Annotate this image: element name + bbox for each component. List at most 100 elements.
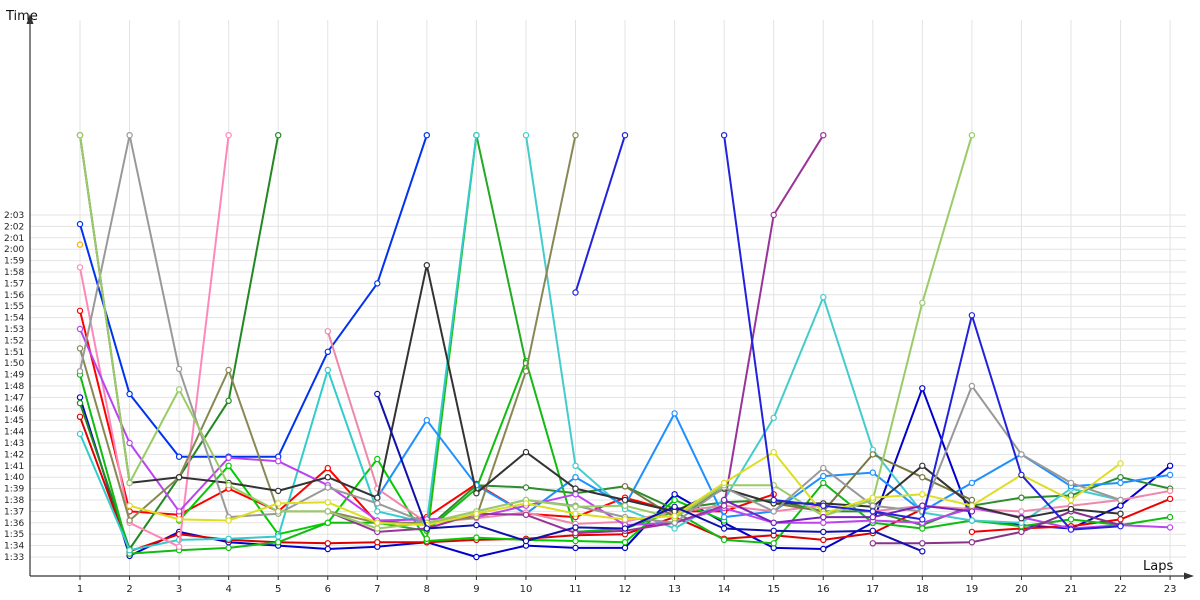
data-point [76,394,84,401]
data-point [324,508,331,515]
data-point [820,519,827,527]
data-point [869,527,877,535]
series-line [574,134,626,293]
data-point [572,131,579,139]
y-tick-label: 1:40 [4,473,24,483]
y-tick-label: 1:54 [4,314,24,324]
data-point [374,519,381,527]
x-tick-label: 11 [569,584,582,595]
data-point [374,508,381,515]
data-point [820,472,827,480]
x-tick-label: 9 [473,584,479,595]
data-point [522,131,530,139]
data-point [423,535,430,543]
data-point [374,494,381,501]
data-point [869,502,877,509]
data-point [126,439,133,447]
data-point [473,553,480,561]
x-tick-label: 4 [225,584,231,595]
data-point [820,513,827,521]
data-point [919,474,926,481]
data-point [1117,479,1124,487]
series-29 [720,496,976,527]
y-tick-label: 2:03 [4,211,24,221]
x-tick-label: 6 [325,584,331,595]
data-point [374,390,381,398]
x-tick-label: 22 [1114,584,1127,595]
x-tick-label: 12 [619,584,632,595]
data-point [572,462,579,469]
data-point [1018,494,1025,501]
data-point [522,368,530,375]
data-point [919,462,926,469]
data-point [820,131,827,139]
data-point [76,325,84,333]
data-point [76,307,84,314]
data-point [968,502,976,509]
data-point [76,345,84,352]
data-point [869,540,877,547]
data-point [919,299,926,306]
data-point [324,464,331,472]
data-point [225,517,232,524]
y-tick-label: 1:57 [4,279,24,289]
x-axis-arrow-icon [1184,572,1194,580]
data-point [473,490,480,497]
y-tick-label: 2:02 [4,222,24,232]
series-line [872,510,1121,545]
y-tick-label: 1:45 [4,416,24,426]
data-point [621,496,629,504]
data-point [968,528,976,536]
data-point [126,547,133,554]
data-point [225,462,232,469]
data-point [869,451,877,458]
data-point [671,525,678,532]
x-tick-label: 1 [77,584,83,595]
x-tick-label: 21 [1065,584,1078,595]
data-point [770,519,777,527]
data-point [621,544,629,552]
data-point [572,474,579,481]
x-tick-label: 15 [767,584,780,595]
x-axis-title: Laps [1143,559,1173,574]
y-tick-label: 2:01 [4,234,24,244]
data-point [324,545,331,553]
data-point [175,474,183,481]
data-point [324,519,331,527]
data-point [225,131,232,139]
x-tick-label: 7 [374,584,380,595]
x-tick-label: 3 [176,584,182,595]
data-point [919,502,926,509]
data-point [820,545,827,553]
data-point [1067,505,1075,513]
data-point [76,131,84,139]
data-point [720,479,728,487]
series-group [76,131,1174,561]
data-point [175,516,183,523]
series-line [723,499,973,524]
data-point [968,479,976,487]
data-point [324,484,331,491]
series-15 [76,131,232,550]
data-point [1166,487,1174,495]
data-point [621,516,629,523]
data-point [869,469,877,476]
data-point [671,491,678,498]
data-point [671,512,678,520]
data-point [770,448,777,456]
data-point [126,517,133,524]
x-tick-label: 19 [966,584,979,595]
data-point [1018,515,1025,522]
x-tick-label: 8 [424,584,430,595]
data-point [374,500,381,507]
series-line [79,134,428,458]
data-point [423,525,430,532]
data-point [522,500,530,507]
data-point [126,390,133,398]
data-point [720,502,728,509]
y-tick-label: 2:00 [4,245,24,255]
data-point [473,534,480,541]
data-point [423,262,430,269]
data-point [720,513,728,521]
data-point [770,211,777,219]
